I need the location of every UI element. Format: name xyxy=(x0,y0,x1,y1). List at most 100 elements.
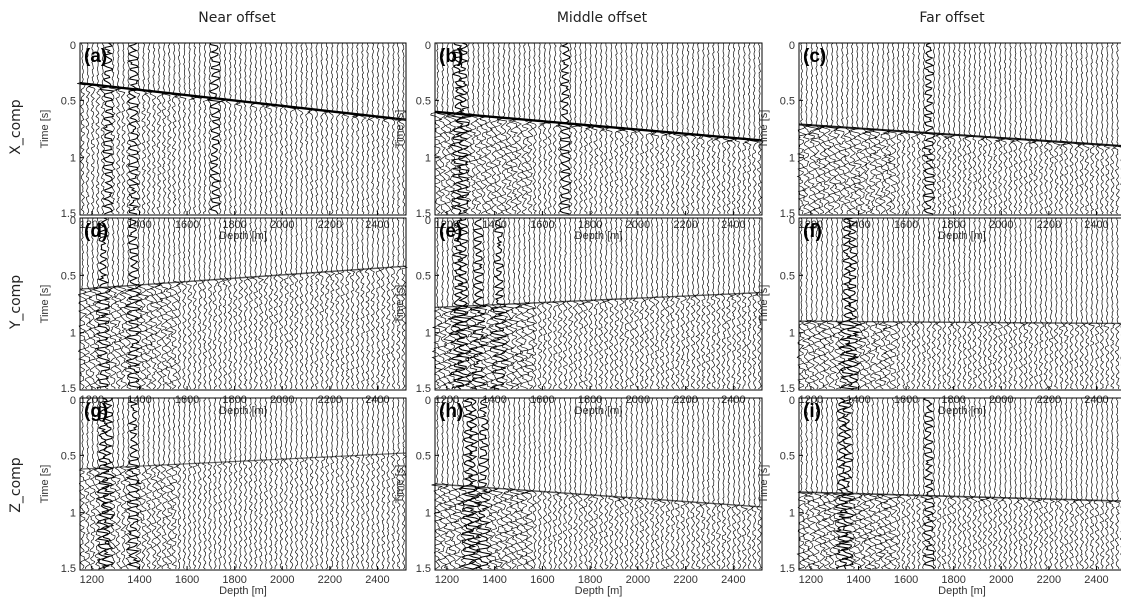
seismic-trace xyxy=(1074,42,1082,215)
seismic-trace xyxy=(1016,42,1023,215)
trace-group xyxy=(796,217,1121,390)
axes-frame xyxy=(798,217,1121,391)
seismic-trace xyxy=(1088,217,1095,390)
seismic-trace xyxy=(1023,42,1032,215)
panel-label: (d) xyxy=(84,221,108,242)
seismic-trace xyxy=(182,397,187,570)
seismic-trace xyxy=(1068,217,1074,390)
x-tick-label: 2400 xyxy=(1084,219,1108,231)
seismic-trace xyxy=(649,42,658,215)
seismic-trace xyxy=(488,217,500,390)
seismic-trace xyxy=(748,42,760,215)
seismic-trace xyxy=(935,42,942,215)
seismic-trace xyxy=(335,217,340,390)
x-tick-label: 2200 xyxy=(318,394,342,406)
seismic-trace xyxy=(1079,397,1085,570)
seismic-trace xyxy=(118,397,127,570)
seismic-trace xyxy=(156,42,165,215)
y-tick-label: 0.5 xyxy=(780,270,795,282)
seismic-trace xyxy=(966,397,974,569)
y-axis-label: Time [s] xyxy=(39,465,51,504)
seismic-trace xyxy=(895,217,901,390)
seismic-trace xyxy=(558,42,572,215)
x-axis-label: Depth [m] xyxy=(938,405,986,417)
seismic-trace xyxy=(160,397,168,570)
seismic-trace xyxy=(602,217,610,390)
seismic-trace xyxy=(1074,217,1080,390)
seismic-trace xyxy=(574,42,583,215)
seismic-trace xyxy=(437,217,448,390)
seismic-trace xyxy=(330,397,335,569)
axes-frame xyxy=(79,217,407,391)
seismic-trace xyxy=(1007,397,1013,570)
x-tick-label: 1400 xyxy=(127,574,151,586)
y-axis-label: Time [s] xyxy=(39,110,51,149)
seismic-trace xyxy=(638,397,645,570)
x-tick-label: 1200 xyxy=(435,394,459,406)
seismic-trace xyxy=(176,397,182,570)
y-tick-label: 1 xyxy=(70,328,76,340)
seismic-trace xyxy=(756,397,762,570)
y-tick-label: 1 xyxy=(425,153,431,165)
panel-i: (i) 0 0.5 1 1.5 Time [s] 1200 1400 1600 1800 2000 2… xyxy=(758,395,1121,597)
seismic-trace xyxy=(597,217,605,390)
y-tick-label: 0 xyxy=(425,215,431,227)
seismic-trace xyxy=(741,397,749,570)
seismic-trace xyxy=(943,42,956,215)
x-tick-label: 2000 xyxy=(270,574,294,586)
x-tick-label: 2000 xyxy=(626,219,650,231)
seismic-trace xyxy=(873,217,883,390)
first-arrival-line xyxy=(434,110,763,142)
x-tick-label: 1400 xyxy=(127,394,151,406)
seismic-trace xyxy=(653,397,662,570)
y-tick-label: 0.5 xyxy=(61,270,76,282)
seismic-trace xyxy=(327,43,334,215)
seismic-trace xyxy=(144,43,155,215)
seismic-trace xyxy=(498,397,510,570)
seismic-trace xyxy=(385,217,391,390)
seismic-trace xyxy=(294,42,299,215)
row-title-z: Z_comp xyxy=(8,457,24,512)
seismic-trace xyxy=(863,398,874,570)
y-tick-label: 1 xyxy=(425,508,431,520)
seismic-trace xyxy=(674,217,681,390)
x-tick-label: 2200 xyxy=(1037,219,1061,231)
seismic-trace xyxy=(607,217,614,390)
seismic-trace xyxy=(1103,42,1111,215)
seismic-trace xyxy=(149,217,162,390)
seismic-trace xyxy=(888,217,898,390)
seismic-trace xyxy=(278,397,285,570)
seismic-trace xyxy=(473,397,491,570)
seismic-trace xyxy=(731,397,737,570)
panel-label: (e) xyxy=(439,221,462,242)
y-axis-label: Time [s] xyxy=(394,465,406,504)
seismic-trace xyxy=(990,397,999,570)
x-tick-label: 1200 xyxy=(80,574,104,586)
axes-frame xyxy=(434,42,763,216)
y-tick-label: 0 xyxy=(789,215,795,227)
y-tick-label: 1 xyxy=(425,328,431,340)
seismic-trace xyxy=(1028,43,1037,215)
seismic-trace xyxy=(93,217,103,389)
seismic-trace xyxy=(577,217,585,390)
y-tick-label: 1.5 xyxy=(61,563,76,575)
x-tick-label: 2200 xyxy=(673,394,697,406)
seismic-trace xyxy=(555,42,563,215)
seismic-trace xyxy=(115,42,123,215)
seismic-trace xyxy=(751,217,759,390)
seismic-trace xyxy=(730,217,737,390)
seismic-trace xyxy=(812,397,822,570)
y-tick-label: 0 xyxy=(789,40,795,52)
x-axis-label: Depth [m] xyxy=(575,230,623,242)
seismic-trace xyxy=(1096,43,1105,215)
seismic-trace xyxy=(476,217,489,390)
seismic-trace xyxy=(757,42,764,215)
seismic-trace xyxy=(949,42,957,215)
seismic-trace xyxy=(242,397,248,570)
seismic-trace xyxy=(509,397,520,570)
seismic-trace xyxy=(345,397,350,570)
seismic-trace xyxy=(690,217,697,390)
seismic-trace xyxy=(134,217,143,390)
seismic-trace xyxy=(878,217,888,390)
